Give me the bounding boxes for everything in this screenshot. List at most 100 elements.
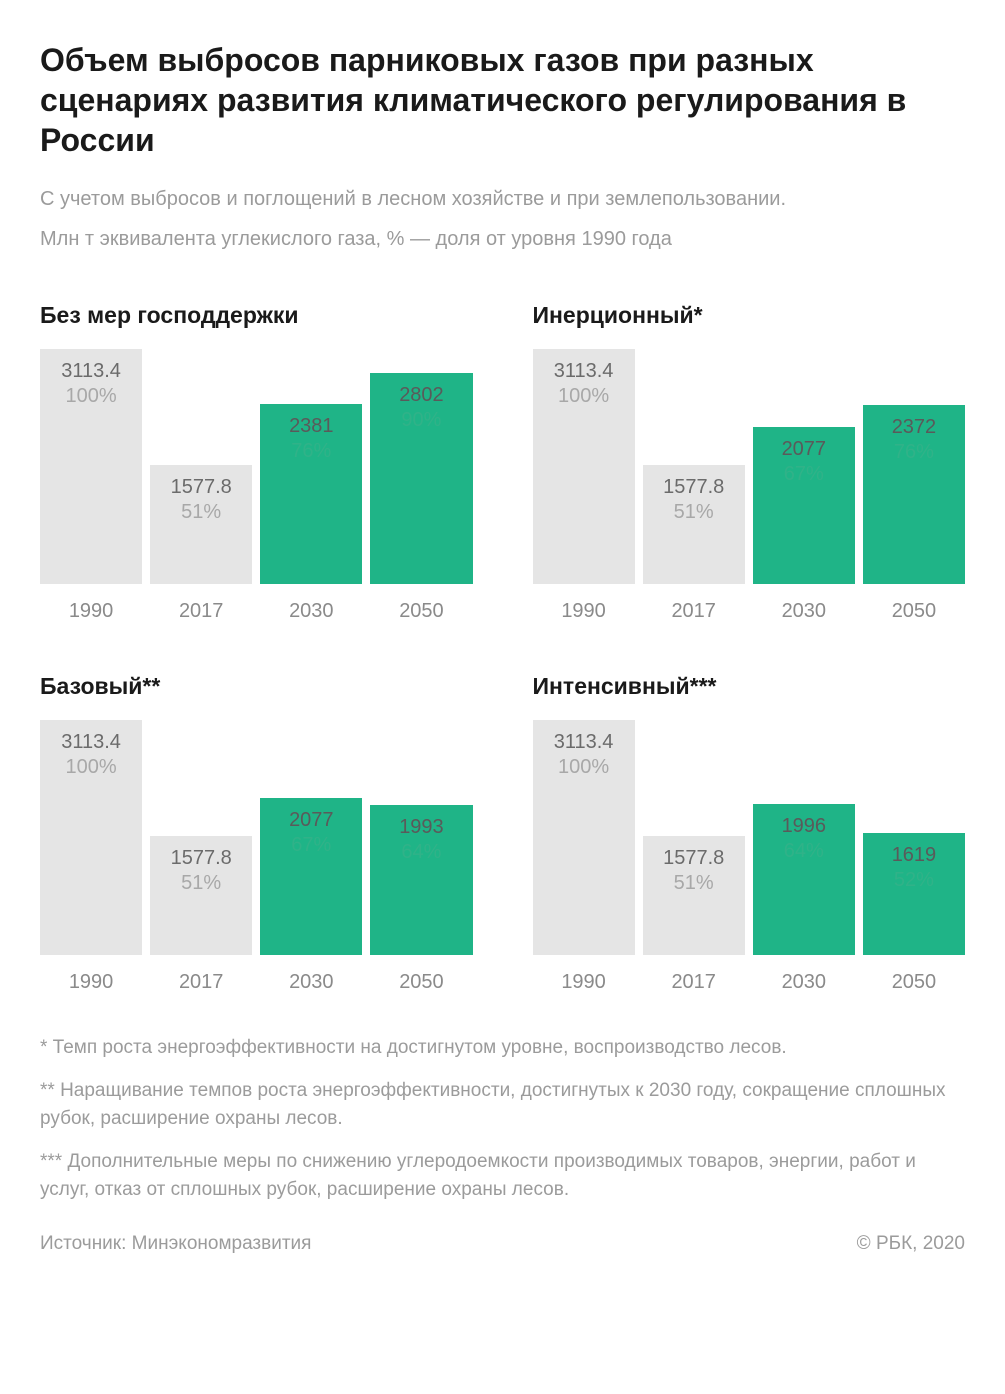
chart-subtitle: С учетом выбросов и поглощений в лесном …	[40, 184, 965, 214]
bar-column: 237276%	[863, 349, 965, 584]
bar: 207767%	[753, 427, 855, 584]
bar-column: 3113.4100%	[533, 720, 635, 955]
source-label: Источник: Минэкономразвития	[40, 1233, 311, 1255]
bar-column: 199664%	[753, 720, 855, 955]
bar: 1577.851%	[150, 465, 252, 584]
bar-column: 3113.4100%	[40, 720, 142, 955]
x-axis-label: 2017	[150, 971, 252, 994]
x-axis-labels: 1990 2017 2030 2050	[40, 971, 473, 994]
chart-units: Млн т эквивалента углекислого газа, % — …	[40, 224, 965, 254]
bar-percent: 100%	[65, 383, 116, 409]
bar-value: 1577.8	[663, 846, 724, 870]
bar-value: 2372	[892, 415, 937, 439]
bar: 1577.851%	[150, 836, 252, 955]
bar-column: 1577.851%	[150, 720, 252, 955]
bar-column: 199364%	[370, 720, 472, 955]
bar-value: 2077	[782, 437, 827, 461]
bar-percent: 67%	[784, 461, 824, 487]
panel-title: Инерционный*	[533, 302, 966, 329]
bar-value: 2802	[399, 383, 444, 407]
bar-column: 161952%	[863, 720, 965, 955]
bar-percent: 76%	[894, 439, 934, 465]
bar-percent: 64%	[784, 838, 824, 864]
bar-value: 1577.8	[171, 475, 232, 499]
bar-percent: 51%	[181, 870, 221, 896]
bar: 207767%	[260, 798, 362, 955]
footnote: ** Наращивание темпов роста энергоэффект…	[40, 1077, 965, 1134]
bar-value: 1577.8	[171, 846, 232, 870]
bar-column: 1577.851%	[643, 720, 745, 955]
bar-value: 3113.4	[61, 730, 121, 754]
charts-grid: Без мер господдержки3113.4100%1577.851%2…	[40, 302, 965, 994]
bar: 1577.851%	[643, 465, 745, 584]
bar: 161952%	[863, 833, 965, 955]
chart-panel: Инерционный*3113.4100%1577.851%207767%23…	[533, 302, 966, 623]
x-axis-label: 1990	[40, 971, 142, 994]
footnote: * Темп роста энергоэффективности на дост…	[40, 1034, 965, 1063]
footnote: *** Дополнительные меры по снижению угле…	[40, 1148, 965, 1205]
bar-percent: 52%	[894, 867, 934, 893]
bar-column: 3113.4100%	[533, 349, 635, 584]
bar-column: 207767%	[260, 720, 362, 955]
x-axis-labels: 1990 2017 2030 2050	[533, 971, 966, 994]
bar-percent: 67%	[291, 832, 331, 858]
x-axis-label: 2050	[863, 600, 965, 623]
panel-title: Без мер господдержки	[40, 302, 473, 329]
bar-percent: 64%	[401, 839, 441, 865]
x-axis-label: 1990	[533, 971, 635, 994]
bar-column: 1577.851%	[150, 349, 252, 584]
bar-percent: 51%	[674, 870, 714, 896]
bar: 3113.4100%	[40, 349, 142, 584]
figure-container: Объем выбросов парниковых газов при разн…	[0, 0, 1005, 1285]
bar-percent: 76%	[291, 438, 331, 464]
bar: 280290%	[370, 373, 472, 584]
bar: 199364%	[370, 805, 472, 955]
x-axis-label: 1990	[40, 600, 142, 623]
bar-value: 3113.4	[554, 730, 614, 754]
x-axis-label: 2050	[863, 971, 965, 994]
bar-percent: 90%	[401, 407, 441, 433]
bar-percent: 51%	[674, 499, 714, 525]
chart-panel: Базовый**3113.4100%1577.851%207767%19936…	[40, 673, 473, 994]
bar: 3113.4100%	[533, 349, 635, 584]
bar: 199664%	[753, 804, 855, 955]
x-axis-label: 1990	[533, 600, 635, 623]
x-axis-label: 2050	[370, 971, 472, 994]
x-axis-labels: 1990 2017 2030 2050	[533, 600, 966, 623]
x-axis-label: 2030	[260, 971, 362, 994]
bar-value: 1619	[892, 843, 937, 867]
bars-row: 3113.4100%1577.851%207767%199364%	[40, 720, 473, 955]
bar-column: 280290%	[370, 349, 472, 584]
bar: 237276%	[863, 405, 965, 584]
footnotes: * Темп роста энергоэффективности на дост…	[40, 1034, 965, 1205]
bar-value: 1993	[399, 815, 444, 839]
x-axis-label: 2030	[753, 600, 855, 623]
bar-column: 3113.4100%	[40, 349, 142, 584]
x-axis-label: 2030	[753, 971, 855, 994]
chart-panel: Интенсивный***3113.4100%1577.851%199664%…	[533, 673, 966, 994]
bar-value: 1996	[782, 814, 827, 838]
bar-percent: 100%	[558, 383, 609, 409]
bar: 1577.851%	[643, 836, 745, 955]
footer: Источник: Минэкономразвития © РБК, 2020	[40, 1233, 965, 1255]
bar-value: 2381	[289, 414, 334, 438]
bar-value: 2077	[289, 808, 334, 832]
panel-title: Интенсивный***	[533, 673, 966, 700]
x-axis-label: 2017	[150, 600, 252, 623]
bar-value: 1577.8	[663, 475, 724, 499]
x-axis-label: 2017	[643, 971, 745, 994]
bar-column: 1577.851%	[643, 349, 745, 584]
bar-value: 3113.4	[554, 359, 614, 383]
x-axis-label: 2017	[643, 600, 745, 623]
bars-row: 3113.4100%1577.851%207767%237276%	[533, 349, 966, 584]
bar-percent: 100%	[65, 754, 116, 780]
chart-panel: Без мер господдержки3113.4100%1577.851%2…	[40, 302, 473, 623]
bars-row: 3113.4100%1577.851%238176%280290%	[40, 349, 473, 584]
bar-percent: 51%	[181, 499, 221, 525]
bar: 3113.4100%	[533, 720, 635, 955]
bar-column: 207767%	[753, 349, 855, 584]
chart-title: Объем выбросов парниковых газов при разн…	[40, 40, 965, 160]
x-axis-label: 2050	[370, 600, 472, 623]
bars-row: 3113.4100%1577.851%199664%161952%	[533, 720, 966, 955]
copyright-label: © РБК, 2020	[857, 1233, 965, 1255]
